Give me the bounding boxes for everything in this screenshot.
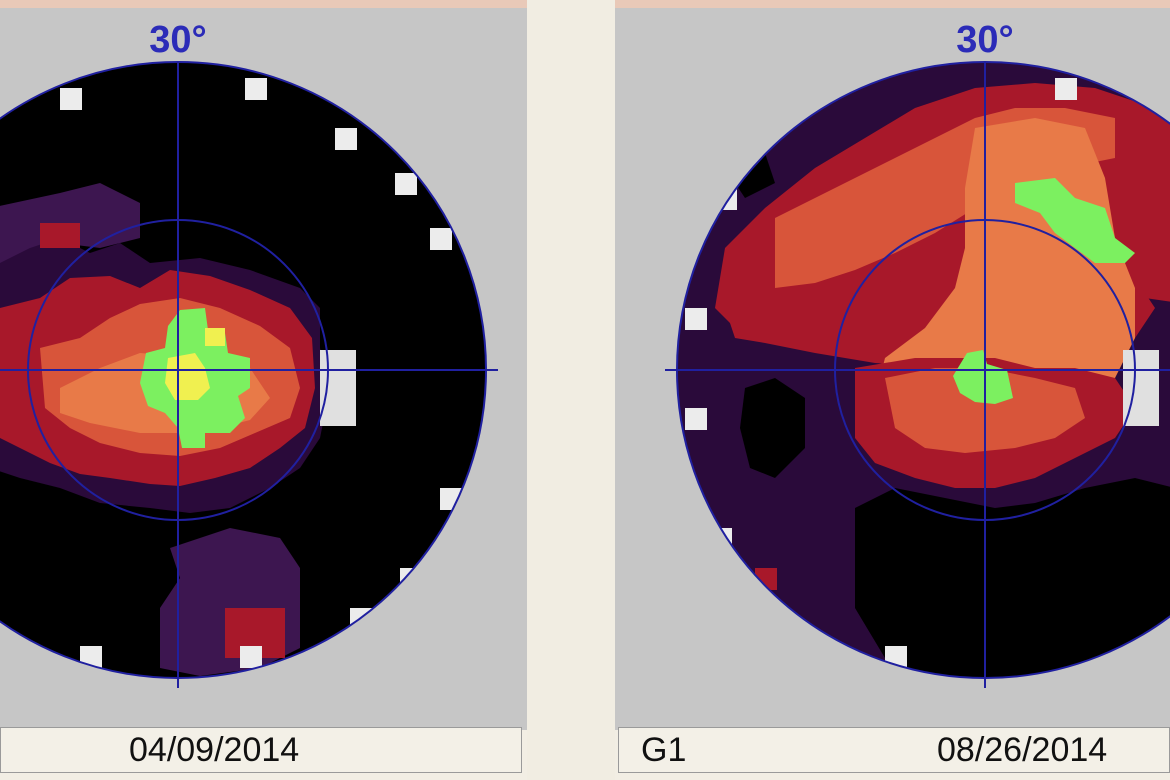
- exam-date-right: 08/26/2014: [937, 731, 1108, 769]
- heatmap-region: [165, 353, 210, 400]
- grid-corner-cell: [685, 408, 707, 430]
- heatmap-region: [953, 350, 1013, 404]
- visual-field-map-right: 30°: [615, 8, 1170, 730]
- heatmap-region: [205, 328, 225, 346]
- grid-corner-cell: [765, 608, 787, 630]
- heatmap-left: [0, 62, 486, 678]
- grid-corner-cell: [335, 128, 357, 150]
- heatmap-right: [677, 62, 1170, 678]
- grid-corner-cell: [80, 646, 102, 668]
- visual-field-map-left: 30°: [0, 8, 527, 730]
- heatmap-region: [1015, 178, 1135, 263]
- test-program-label: G1: [641, 731, 687, 769]
- visual-field-plot-left: 30°: [0, 19, 498, 688]
- heatmap-region: [40, 223, 80, 248]
- exam-date-left: 04/09/2014: [129, 731, 300, 769]
- footer-left: 04/09/2014: [0, 727, 522, 773]
- scale-label-right: 30°: [956, 19, 1013, 61]
- heatmap-region: [855, 478, 1170, 678]
- grid-corner-cell: [60, 88, 82, 110]
- grid-corner-cell: [245, 78, 267, 100]
- grid-corner-cell: [430, 228, 452, 250]
- grid-corner-cell: [395, 173, 417, 195]
- grid-corner-cell: [1055, 78, 1077, 100]
- blind-spot-left: [320, 350, 356, 426]
- visual-field-plot-right: 30°: [665, 19, 1170, 688]
- grid-corner-cell: [685, 308, 707, 330]
- heatmap-region: [740, 378, 805, 478]
- panel-separator: [527, 0, 615, 780]
- scale-label-left: 30°: [149, 19, 206, 61]
- grid-corner-cell: [240, 646, 262, 668]
- footer-right: G1 08/26/2014: [618, 727, 1170, 773]
